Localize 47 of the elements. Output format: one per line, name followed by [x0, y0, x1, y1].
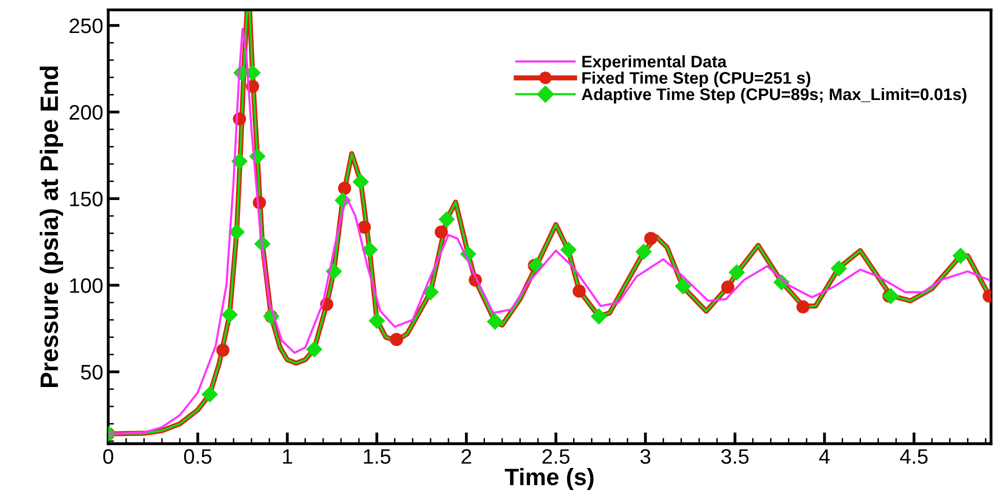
legend-label: Fixed Time Step (CPU=251 s) — [582, 72, 810, 88]
point — [216, 344, 230, 357]
point — [306, 341, 322, 358]
point — [560, 242, 577, 258]
x-tick-label: 1.5 — [364, 449, 390, 464]
point — [590, 308, 608, 325]
point — [438, 211, 455, 228]
point — [796, 300, 810, 314]
point — [338, 182, 352, 195]
point — [221, 306, 238, 323]
y-tick-label: 250 — [70, 18, 103, 34]
point — [358, 220, 371, 234]
legend-label: Experimental Data — [582, 55, 727, 71]
point — [635, 244, 652, 260]
point — [674, 278, 692, 294]
point — [952, 248, 969, 264]
y-tick-label: 100 — [70, 278, 103, 293]
point — [728, 264, 745, 281]
point — [390, 332, 404, 346]
y-axis-title: Pressure (psia) at Pipe End — [40, 66, 64, 387]
y-tick-label: 150 — [70, 192, 103, 206]
point — [434, 225, 448, 239]
x-tick-label: 2.5 — [542, 449, 570, 464]
x-tick-label: 4.5 — [900, 449, 928, 464]
point — [228, 224, 245, 240]
point — [202, 386, 218, 403]
point — [352, 174, 369, 190]
point — [361, 242, 378, 258]
legend-label: Adaptive Time Step (CPU=89s; Max_Limit=0.01s) — [582, 88, 966, 104]
x-tick-label: 2 — [462, 449, 472, 464]
x-axis-title: Time (s) — [504, 468, 594, 490]
point — [830, 260, 848, 277]
point — [644, 232, 658, 246]
point — [882, 288, 899, 304]
point — [721, 280, 734, 294]
x-tick-label: 3.5 — [721, 449, 749, 464]
x-tick-label: 0 — [103, 449, 114, 464]
x-tick-label: 0.5 — [184, 449, 212, 464]
point — [422, 284, 439, 300]
point — [368, 312, 386, 329]
point — [486, 313, 504, 330]
x-tick-label: 4 — [819, 449, 830, 464]
y-tick-label: 50 — [81, 364, 103, 380]
x-tick-label: 1 — [283, 449, 292, 464]
x-tick-label: 3 — [640, 449, 650, 464]
y-tick-label: 200 — [70, 105, 103, 120]
point — [572, 284, 586, 298]
